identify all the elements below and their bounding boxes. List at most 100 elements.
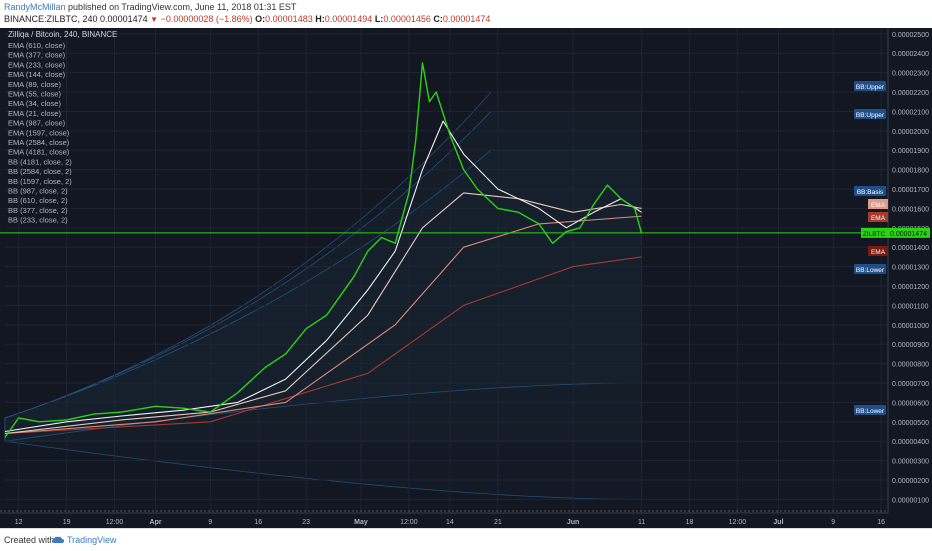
y-tick-label: 0.00001300 [892, 265, 929, 272]
legend-item: EMA (34, close) [8, 99, 61, 108]
legend-item: BB (987, close, 2) [8, 187, 68, 196]
price-chart[interactable]: 0.00002500 0.00002400 0.00002300 0.00002200… [0, 28, 932, 528]
series-line [4, 192, 642, 435]
y-tick-label: 0.00000900 [892, 342, 929, 349]
bb-tag: BB:Upper [856, 84, 885, 91]
y-tick-label: 0.00001600 [892, 206, 929, 213]
bb-tag-bg [854, 405, 886, 415]
bb-tag: BB:Lower [856, 267, 885, 274]
y-tick-label: 0.00002100 [892, 109, 929, 116]
y-tick-label: 0.00002300 [892, 71, 929, 78]
series [4, 62, 643, 438]
series-line [4, 120, 642, 433]
bb-tag: BB:Lower [856, 408, 885, 415]
x-tick-label: 12:00 [729, 519, 747, 526]
ema-tag-bg [868, 246, 888, 256]
legend-item: BB (4181, close, 2) [8, 157, 72, 166]
y-tick-label: 0.00000100 [892, 497, 929, 504]
x-tick-label: Jul [773, 519, 783, 526]
low-label: L: [374, 14, 384, 24]
x-tick-label: 16 [877, 519, 885, 526]
current-price-tag: 0.00001474 [890, 231, 927, 238]
series-line [4, 62, 643, 438]
footer: Created with TradingView [0, 528, 932, 551]
bb-tag: BB:Upper [856, 112, 885, 119]
change-text: −0.00000028 (−1.86%) [160, 14, 253, 24]
x-tick-label: 9 [208, 519, 212, 526]
legend-item: EMA (21, close) [8, 109, 61, 118]
close-value: 0.00001474 [442, 14, 491, 24]
bb-tag-bg [854, 264, 886, 274]
legend-item: EMA (144, close) [8, 70, 66, 79]
x-tick-label: Apr [150, 519, 162, 526]
y-tick-label: 0.00001800 [892, 168, 929, 175]
x-tick-label: 12 [15, 519, 23, 526]
y-tick-label: 0.00001700 [892, 187, 929, 194]
current-price-tag-bg [888, 227, 930, 238]
ema-tag: EMA [871, 249, 886, 256]
bb-tag-bg [854, 186, 886, 196]
symbol-tag-bg [861, 227, 888, 238]
legend-item: EMA (4181, close) [8, 148, 70, 157]
close-label: C: [433, 14, 443, 24]
x-tick-label: 9 [831, 519, 835, 526]
y-tick-label: 0.00001900 [892, 148, 929, 155]
high-label: H: [315, 14, 325, 24]
ema-tag-bg [868, 212, 888, 222]
x-tick-label: 16 [254, 519, 262, 526]
bb-tag-bg [854, 81, 886, 91]
y-tick-label: 0.00001000 [892, 323, 929, 330]
legend-item: EMA (233, close) [8, 60, 66, 69]
open-label: O: [255, 14, 266, 24]
y-tick-label: 0.00000500 [892, 420, 929, 427]
down-triangle-icon: ▼ [150, 15, 159, 24]
x-tick-label: 23 [302, 519, 310, 526]
x-tick-label: 11 [638, 519, 645, 526]
legend-item: BB (1597, close, 2) [8, 177, 72, 186]
y-tick-label: 0.00001400 [892, 245, 929, 252]
symbol-text: BINANCE:ZILBTC, 240 [4, 14, 98, 24]
y-tick-label: 0.00000300 [892, 459, 929, 466]
legend-item: EMA (377, close) [8, 51, 66, 60]
x-tick-label: 19 [63, 519, 71, 526]
y-tick-label: 0.00002200 [892, 90, 929, 97]
y-tick-label: 0.00002500 [892, 32, 929, 39]
legend-item: EMA (2584, close) [8, 138, 70, 147]
x-tick-label: 18 [686, 519, 694, 526]
legend-item: EMA (1597, close) [8, 128, 70, 137]
ema-tag-bg [868, 199, 888, 209]
legend-item: BB (610, close, 2) [8, 196, 68, 205]
chart-title: Zilliqa / Bitcoin, 240, BINANCE [8, 30, 117, 39]
chart-header: RandyMcMillan published on TradingView.c… [0, 0, 932, 28]
y-tick-label: 0.00000800 [892, 362, 929, 369]
legend-item: EMA (89, close) [8, 80, 61, 89]
last-price: 0.00001474 [100, 14, 148, 24]
y-tick-label: 0.00000700 [892, 381, 929, 388]
legend: Zilliqa / Bitcoin, 240, BINANCE EMA (610… [8, 30, 117, 225]
bb-tag-bg [854, 109, 886, 119]
x-tick-label: May [354, 519, 368, 526]
x-tick-label: 14 [446, 519, 454, 526]
x-tick-label: 12:00 [106, 519, 124, 526]
x-tick-label: Jun [567, 519, 579, 526]
tradingview-link[interactable]: TradingView [67, 535, 117, 545]
legend-item: EMA (610, close) [8, 41, 66, 50]
low-value: 0.00001456 [383, 14, 431, 24]
y-tick-label: 0.00001100 [892, 303, 929, 310]
y-tick-label: 0.00001200 [892, 284, 929, 291]
open-value: 0.00001483 [265, 14, 313, 24]
legend-item: EMA (55, close) [8, 90, 61, 99]
series-line [4, 256, 642, 435]
ohlc-line: BINANCE:ZILBTC, 240 0.00001474 ▼ −0.0000… [4, 14, 490, 24]
y-tick-label: 0.00000400 [892, 439, 929, 446]
x-tick-label: 21 [494, 519, 502, 526]
y-tick-label: 0.00002000 [892, 129, 929, 136]
axes: 0.00002500 0.00002400 0.00002300 0.00002200… [0, 28, 929, 526]
legend-item: EMA (987, close) [8, 119, 66, 128]
author-link[interactable]: RandyMcMillan [4, 2, 66, 12]
symbol-tag: ZILBTC [863, 231, 886, 238]
chart-svg[interactable]: 0.00002500 0.00002400 0.00002300 0.00002200… [0, 28, 932, 528]
ema-tag: EMA [871, 202, 886, 209]
bb-tag: BB:Basis [857, 189, 884, 196]
y-tick-label: 0.00000200 [892, 478, 929, 485]
